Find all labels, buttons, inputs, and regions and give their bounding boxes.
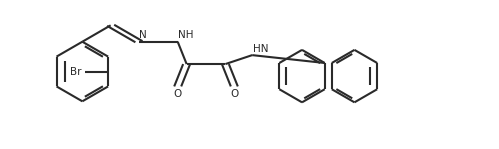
Text: Br: Br: [70, 66, 81, 77]
Text: N: N: [139, 30, 147, 40]
Text: O: O: [174, 89, 182, 99]
Text: HN: HN: [252, 44, 268, 54]
Text: NH: NH: [178, 30, 194, 40]
Text: O: O: [230, 89, 239, 99]
